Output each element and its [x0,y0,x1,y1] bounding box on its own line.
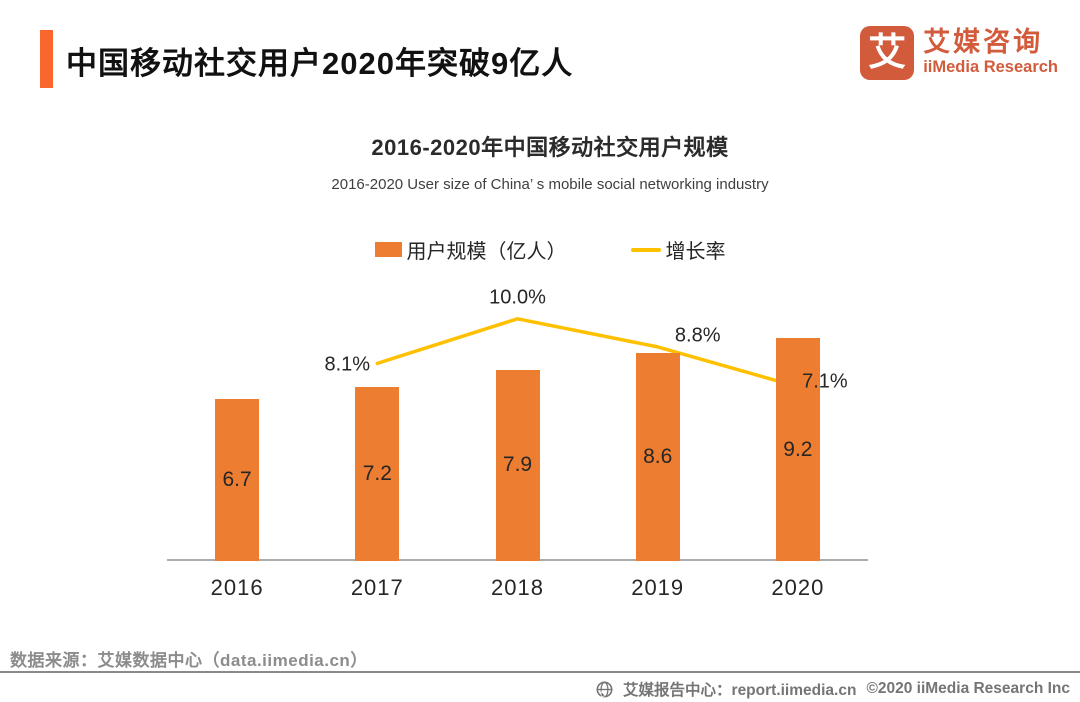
x-axis-label: 2019 [631,575,685,600]
bar-value-label: 7.9 [502,453,533,477]
bar-2016 [215,398,260,561]
bar-value-label: 6.7 [222,467,252,491]
bar-line-chart: 6.7 2016 7.2 2017 7.9 2018 8.6 2019 9.2 2020 8.1% 1… [167,280,868,600]
bar-legend-swatch-icon [374,242,402,257]
legend-label-growth: 增长率 [665,241,726,263]
page-footer: 艾媒报告中心：report.iimedia.cn ©2020 iiMedia R… [596,678,1070,700]
iimedia-logo-icon: 艾 [860,26,915,80]
legend-item-users: 用户规模（亿人） [374,235,567,264]
growth-rate-label: 8.1% [324,353,371,376]
legend-label-users: 用户规模（亿人） [406,241,567,263]
chart-title: 2016-2020年中国移动社交用户规模 [371,135,729,160]
growth-rate-label: 8.8% [674,324,721,347]
bar-value-label: 7.2 [362,461,392,485]
bar-2020 [775,338,820,561]
logo-text: 艾媒咨询 iiMedia Research [923,28,1058,77]
growth-rate-line [375,317,800,389]
bar-value-label: 9.2 [783,437,813,461]
bar-2018 [495,369,540,561]
bar-2017 [355,386,400,561]
x-axis-label: 2018 [491,575,544,600]
bar-2019 [635,352,680,561]
bar-value-label: 8.6 [643,444,673,468]
growth-rate-label: 7.1% [802,370,848,393]
footer-divider [0,671,1080,673]
chart-legend: 用户规模（亿人） 增长率 [20,235,1080,264]
chart-subtitle: 2016-2020 User size of China’ s mobile s… [331,176,769,193]
globe-icon [596,681,613,698]
x-axis-label: 2017 [350,575,404,600]
x-axis-label: 2016 [210,575,264,600]
logo-glyph: 艾 [868,32,907,74]
title-accent-bar [40,30,53,88]
footer-site: 艾媒报告中心：report.iimedia.cn [623,682,857,699]
line-legend-swatch-icon [630,247,661,252]
legend-item-growth: 增长率 [630,235,726,264]
footer-copyright: ©2020 iiMedia Research Inc [866,680,1070,697]
brand-logo: 艾 艾媒咨询 iiMedia Research [860,26,1058,80]
data-source: 数据来源：艾媒数据中心（data.iimedia.cn） [10,651,368,670]
page-title: 中国移动社交用户2020年突破9亿人 [66,46,574,81]
logo-name-en: iiMedia Research [923,57,1058,76]
logo-name-cn: 艾媒咨询 [923,27,1044,58]
x-axis-label: 2020 [771,575,825,600]
growth-rate-label: 10.0% [489,286,546,309]
chart-heading: 2016-2020年中国移动社交用户规模 2016-2020 User size… [20,130,1080,264]
